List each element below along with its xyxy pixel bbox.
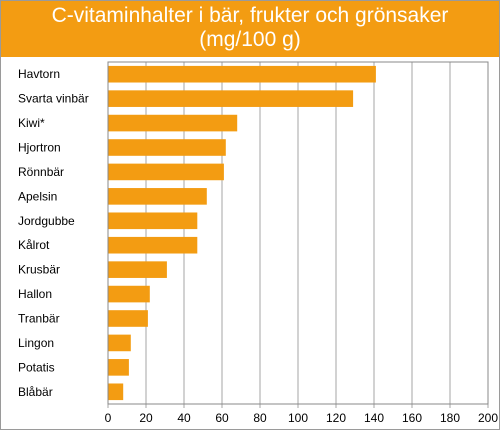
bars xyxy=(108,65,376,401)
x-tick-label: 20 xyxy=(139,411,153,425)
category-label: Apelsin xyxy=(18,189,57,203)
chart-title: C-vitaminhalter i bär, frukter och gröns… xyxy=(51,4,449,27)
x-tick-labels: 0 20 40 60 80 100 120 140 160 180 200 xyxy=(105,411,499,425)
bar xyxy=(108,383,124,401)
x-tick-label: 100 xyxy=(288,411,308,425)
bar xyxy=(108,188,207,205)
bar xyxy=(108,163,224,181)
category-label: Havtorn xyxy=(18,67,60,81)
bar xyxy=(108,65,376,83)
bar xyxy=(108,334,131,352)
bar xyxy=(108,212,198,230)
gridlines xyxy=(107,62,489,408)
bar xyxy=(108,139,226,156)
x-tick-label: 40 xyxy=(177,411,191,425)
category-label: Hjortron xyxy=(18,141,61,155)
category-label: Lingon xyxy=(18,336,54,350)
bar xyxy=(108,285,150,303)
bar xyxy=(108,310,148,327)
category-label: Krusbär xyxy=(18,263,60,277)
chart-title-band: C-vitaminhalter i bär, frukter och gröns… xyxy=(1,1,499,57)
x-tick-label: 60 xyxy=(215,411,229,425)
x-tick-label: 200 xyxy=(478,411,498,425)
category-label: Jordgubbe xyxy=(18,214,75,228)
bar xyxy=(108,261,167,278)
category-labels: Havtorn Svarta vinbär Kiwi* Hjortron Rönnbär… xyxy=(18,67,89,399)
category-label: Kiwi* xyxy=(18,116,45,130)
x-tick-label: 140 xyxy=(364,411,384,425)
x-tick-label: 80 xyxy=(253,411,267,425)
bar xyxy=(108,236,198,254)
category-label: Blåbär xyxy=(18,385,53,399)
chart-subtitle-unit: (mg/100 g) xyxy=(199,28,301,51)
x-tick-label: 0 xyxy=(105,411,112,425)
category-label: Kålrot xyxy=(18,238,50,252)
bar xyxy=(108,359,129,376)
bar xyxy=(108,90,354,107)
x-tick-label: 160 xyxy=(402,411,422,425)
category-label: Rönnbär xyxy=(18,165,64,179)
category-label: Hallon xyxy=(18,287,52,301)
bar xyxy=(108,114,238,132)
category-label: Svarta vinbär xyxy=(18,92,89,106)
x-tick-label: 180 xyxy=(440,411,460,425)
x-tick-label: 120 xyxy=(326,411,346,425)
category-label: Tranbär xyxy=(18,312,60,326)
category-label: Potatis xyxy=(18,360,55,374)
plot-area-border xyxy=(107,61,489,405)
